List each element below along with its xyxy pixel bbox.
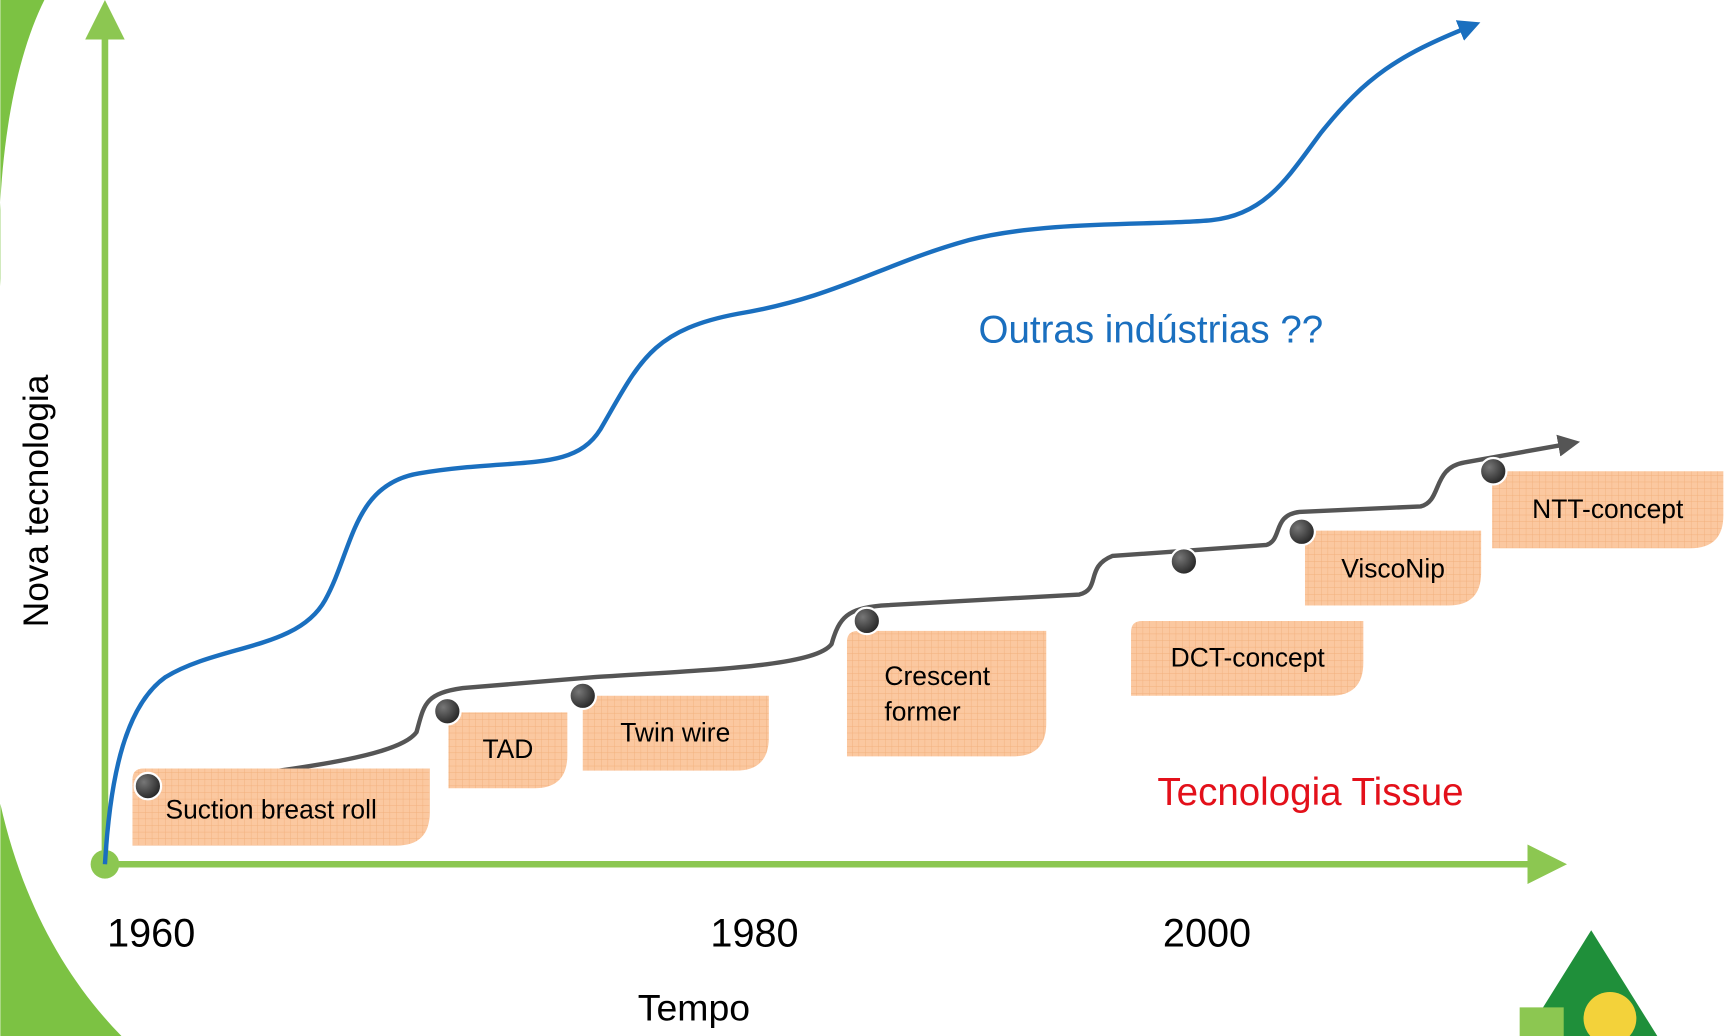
milestone-label: Crescent: [884, 661, 990, 691]
milestone-dot: [433, 696, 462, 726]
corner-decoration: [0, 0, 45, 287]
milestone-label: Suction breast roll: [165, 794, 376, 824]
x-axis-label: Tempo: [638, 987, 750, 1029]
milestone-label: TAD: [482, 734, 533, 764]
x-label: 1980: [710, 911, 798, 955]
milestone-label: DCT-concept: [1171, 642, 1326, 672]
milestone-dot: [568, 681, 598, 711]
milestones: Suction breast roll TAD Twin wire Crescent f…: [132, 456, 1724, 846]
milestone-dot: [1169, 547, 1199, 576]
x-label: 2000: [1163, 911, 1251, 955]
milestone-label: NTT-concept: [1532, 494, 1684, 524]
x-label: 1960: [107, 911, 195, 955]
curve-label: Tecnologia Tissue: [1157, 771, 1463, 814]
milestone-label: ViscoNip: [1341, 553, 1445, 583]
milestone-box: [846, 630, 1047, 757]
curve-label: Outras indústrias ??: [979, 309, 1324, 352]
milestone-box: [1304, 530, 1482, 606]
milestone-box: [1492, 471, 1724, 549]
logo: [1519, 930, 1658, 1036]
milestone-label: former: [884, 696, 960, 726]
milestone-box: [1131, 620, 1364, 696]
milestone-box: [448, 712, 568, 789]
milestone-label: Twin wire: [620, 717, 730, 747]
milestone-dot: [1287, 517, 1316, 547]
milestone-dot: [852, 606, 882, 636]
milestone-box: [582, 695, 769, 771]
milestone-dot: [133, 771, 163, 801]
curve-tissue: [147, 434, 1581, 791]
curve-other: [102, 20, 1481, 865]
milestone-dot: [1478, 456, 1508, 486]
corner-decoration: [0, 803, 122, 1036]
milestone-box: [132, 768, 430, 846]
y-axis-label: Nova tecnologia: [17, 374, 56, 627]
